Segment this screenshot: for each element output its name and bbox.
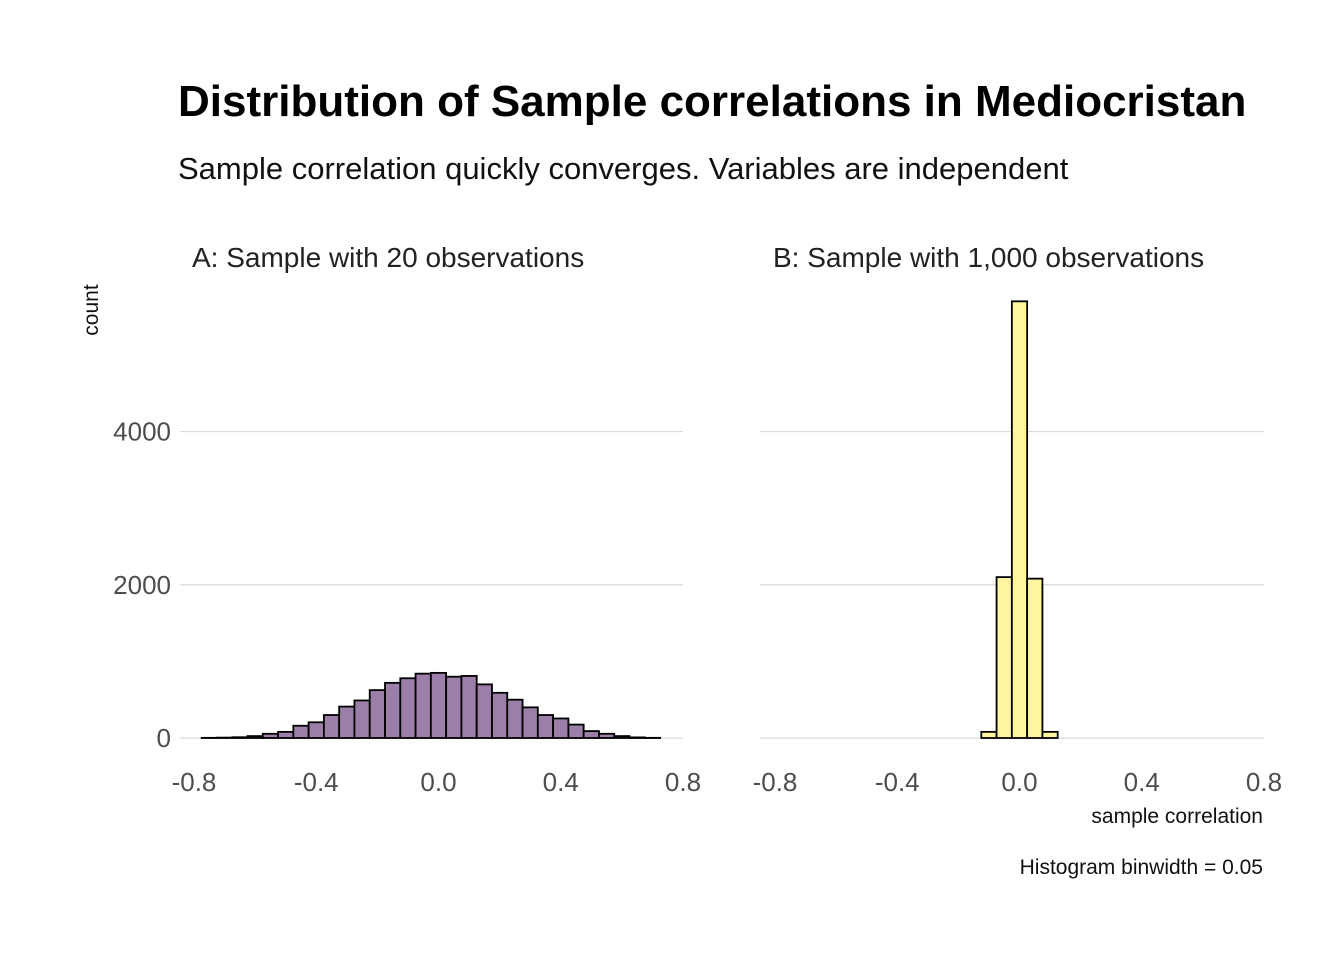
histogram-bar: [338, 705, 356, 739]
facet-label-a: A: Sample with 20 observations: [192, 242, 584, 273]
histogram-bar: [429, 671, 448, 739]
x-tick-label: 0.0: [1001, 767, 1037, 797]
panel-b: B: Sample with 1,000 observations -0.8 -0…: [753, 242, 1282, 797]
histogram-bar: [353, 699, 371, 739]
histogram-bar: [277, 730, 295, 739]
histogram-bar: [582, 730, 600, 739]
histogram-bar: [322, 714, 341, 739]
histogram-bar: [995, 576, 1013, 739]
y-tick-label: 4000: [113, 417, 171, 447]
histogram-bar: [491, 691, 509, 739]
histogram-bar: [521, 706, 539, 739]
histogram-bar: [980, 730, 998, 739]
x-tick-label: 0.8: [1246, 767, 1282, 797]
histogram-bar: [613, 735, 631, 739]
histogram-bar: [460, 675, 478, 739]
histogram-bar: [1041, 730, 1059, 739]
panel-a: A: Sample with 20 observations -0.8 -0.4 0…: [172, 242, 701, 797]
histogram-bar: [628, 736, 646, 739]
histogram-bar: [1010, 300, 1029, 739]
chart-title: Distribution of Sample correlations in M…: [178, 77, 1246, 126]
histogram-bar: [307, 721, 325, 739]
y-tick-label: 2000: [113, 570, 171, 600]
histogram-bar: [506, 698, 524, 739]
chart-subtitle: Sample correlation quickly converges. Va…: [178, 151, 1069, 186]
histogram-bar: [414, 672, 432, 739]
x-tick-label: -0.4: [875, 767, 920, 797]
histogram-bar: [598, 732, 616, 739]
x-tick-label: -0.4: [294, 767, 339, 797]
panel-b-x-ticks: -0.8 -0.4 0.0 0.4 0.8: [753, 767, 1282, 797]
x-tick-label: -0.8: [172, 767, 217, 797]
y-axis-ticks: 0 2000 4000: [113, 417, 171, 753]
histogram-bar: [399, 677, 417, 739]
panel-b-bars: [980, 300, 1059, 739]
histogram-bar: [445, 675, 463, 739]
histogram-bar: [536, 714, 555, 739]
histogram-bar: [292, 724, 310, 739]
panel-a-bars: [200, 671, 661, 739]
histogram-bar: [1026, 577, 1044, 739]
x-tick-label: 0.4: [1124, 767, 1160, 797]
x-axis-label: sample correlation: [1091, 805, 1263, 828]
x-tick-label: 0.4: [543, 767, 579, 797]
histogram-bar: [261, 732, 279, 739]
x-tick-label: -0.8: [753, 767, 798, 797]
chart-caption: Histogram binwidth = 0.05: [1020, 856, 1263, 879]
x-tick-label: 0.0: [420, 767, 456, 797]
histogram-bar: [475, 683, 493, 739]
histogram-bar: [368, 689, 386, 739]
panel-a-x-ticks: -0.8 -0.4 0.0 0.4 0.8: [172, 767, 701, 797]
histogram-bar: [231, 736, 249, 739]
y-tick-label: 0: [157, 723, 171, 753]
histogram-bar: [246, 735, 264, 739]
y-axis-label: count: [80, 284, 103, 336]
histogram-bar: [567, 723, 585, 739]
histogram-bar: [384, 681, 402, 739]
histogram-bar: [552, 717, 570, 739]
x-tick-label: 0.8: [665, 767, 701, 797]
facet-label-b: B: Sample with 1,000 observations: [773, 242, 1204, 273]
